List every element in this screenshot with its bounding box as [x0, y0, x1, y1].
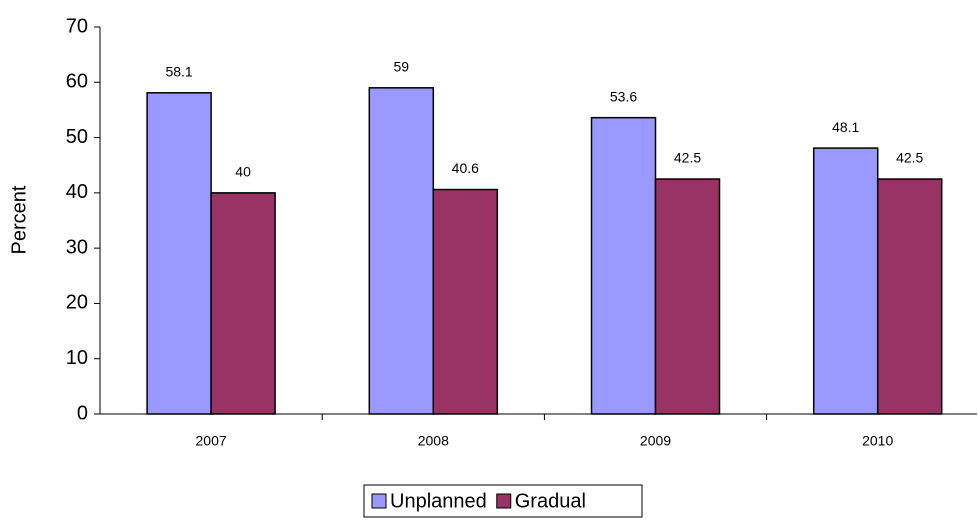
y-tick-label: 60 — [66, 71, 88, 93]
bar — [590, 116, 657, 415]
x-tick-label: 2008 — [418, 433, 449, 449]
x-tick-label: 2010 — [862, 433, 893, 449]
y-tick-label: 20 — [66, 292, 88, 314]
x-tick-label: 2009 — [640, 433, 671, 449]
y-tick-label: 50 — [66, 126, 88, 148]
legend-swatch — [496, 493, 512, 509]
data-label: 42.5 — [674, 150, 701, 166]
bar — [812, 147, 879, 415]
legend-swatch — [371, 493, 387, 509]
bar — [654, 178, 721, 415]
data-label: 40 — [235, 164, 251, 180]
bar — [368, 87, 435, 415]
y-tick-label: 70 — [66, 15, 88, 37]
bar — [432, 188, 499, 415]
data-label: 59 — [394, 59, 410, 75]
data-label: 58.1 — [165, 63, 192, 79]
x-tick-label: 2007 — [196, 433, 227, 449]
data-label: 40.6 — [452, 160, 479, 176]
y-tick-label: 40 — [66, 181, 88, 203]
bar — [146, 92, 212, 415]
bar — [876, 178, 943, 415]
y-tick-label: 0 — [77, 402, 88, 424]
y-tick-label: 10 — [66, 347, 88, 369]
y-tick-label: 30 — [66, 236, 88, 258]
legend-label: Gradual — [515, 490, 586, 512]
data-label: 53.6 — [610, 88, 637, 104]
data-label: 48.1 — [832, 119, 859, 135]
y-axis-label: Percent — [8, 185, 30, 254]
legend-label: Unplanned — [390, 490, 487, 512]
bar — [210, 192, 276, 415]
data-label: 42.5 — [896, 150, 923, 166]
